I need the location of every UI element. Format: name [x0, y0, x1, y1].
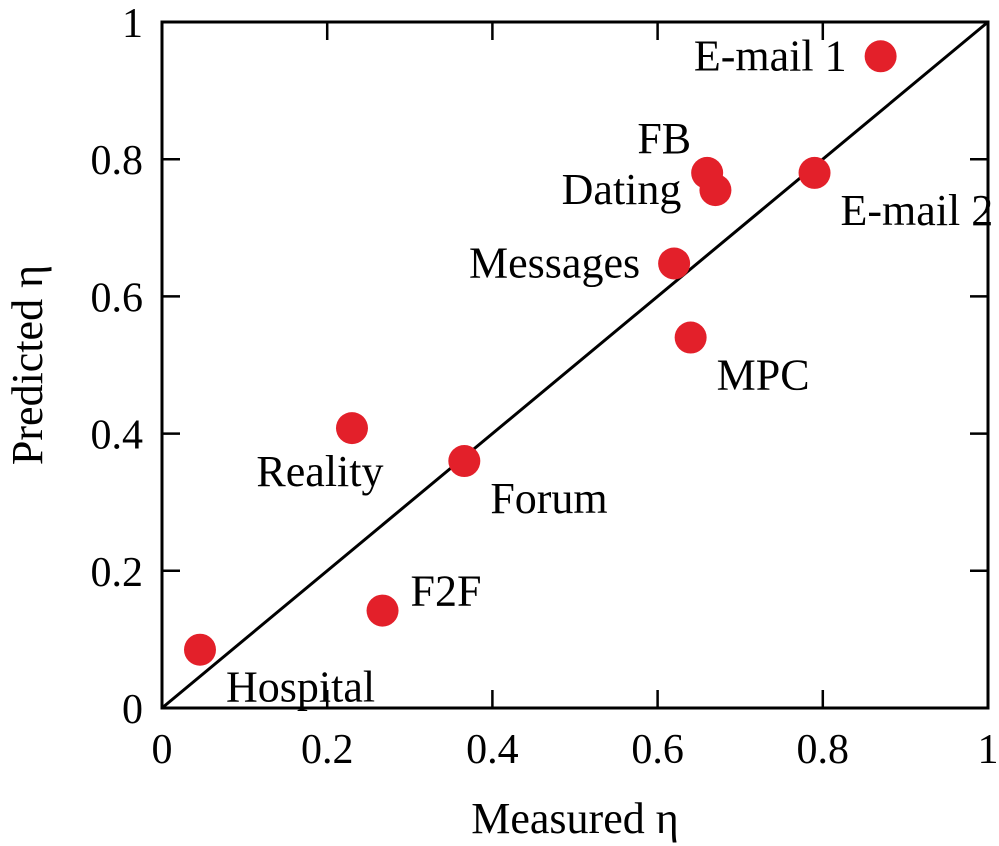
points-layer — [183, 40, 897, 666]
data-point — [335, 412, 368, 445]
y-tick-label: 0.6 — [91, 275, 144, 321]
data-point — [448, 445, 481, 478]
data-point — [366, 594, 399, 627]
data-point — [658, 247, 691, 280]
point-label: Dating — [562, 165, 682, 214]
data-point — [183, 633, 216, 666]
data-point — [864, 40, 897, 73]
x-tick-label: 0.2 — [301, 727, 354, 773]
point-label: Reality — [256, 447, 383, 496]
x-tick-label: 0.8 — [797, 727, 850, 773]
point-label: Hospital — [226, 663, 375, 712]
y-tick-label: 0.4 — [91, 413, 144, 459]
y-tick-label: 1 — [122, 1, 143, 47]
data-point — [798, 156, 831, 189]
point-label: Messages — [469, 238, 640, 287]
data-point — [674, 321, 707, 354]
x-axis-label: Measured η — [471, 794, 679, 843]
point-label: MPC — [717, 351, 810, 400]
point-label: E-mail 1 — [694, 31, 847, 80]
y-axis-label: Predicted η — [3, 265, 52, 465]
x-tick-label: 1 — [978, 727, 999, 773]
reference-line — [161, 20, 989, 710]
point-label: F2F — [411, 567, 482, 616]
reference-line-layer — [161, 20, 989, 710]
plot-frame — [160, 20, 990, 710]
x-tick-label: 0 — [152, 727, 173, 773]
y-tick-label: 0.2 — [91, 550, 144, 596]
point-label: Forum — [490, 474, 607, 523]
point-label: FB — [637, 114, 691, 163]
y-tick-label: 0 — [122, 687, 143, 733]
x-tick-label: 0.6 — [631, 727, 684, 773]
y-tick-label: 0.8 — [91, 138, 144, 184]
axes-layer: 0 0.2 0.4 0.6 0.8 1 0 0.2 0.4 0.6 0.8 1 — [91, 1, 999, 773]
data-point — [699, 174, 732, 207]
point-label: E-mail 2 — [841, 186, 994, 235]
x-tick-label: 0.4 — [466, 727, 519, 773]
